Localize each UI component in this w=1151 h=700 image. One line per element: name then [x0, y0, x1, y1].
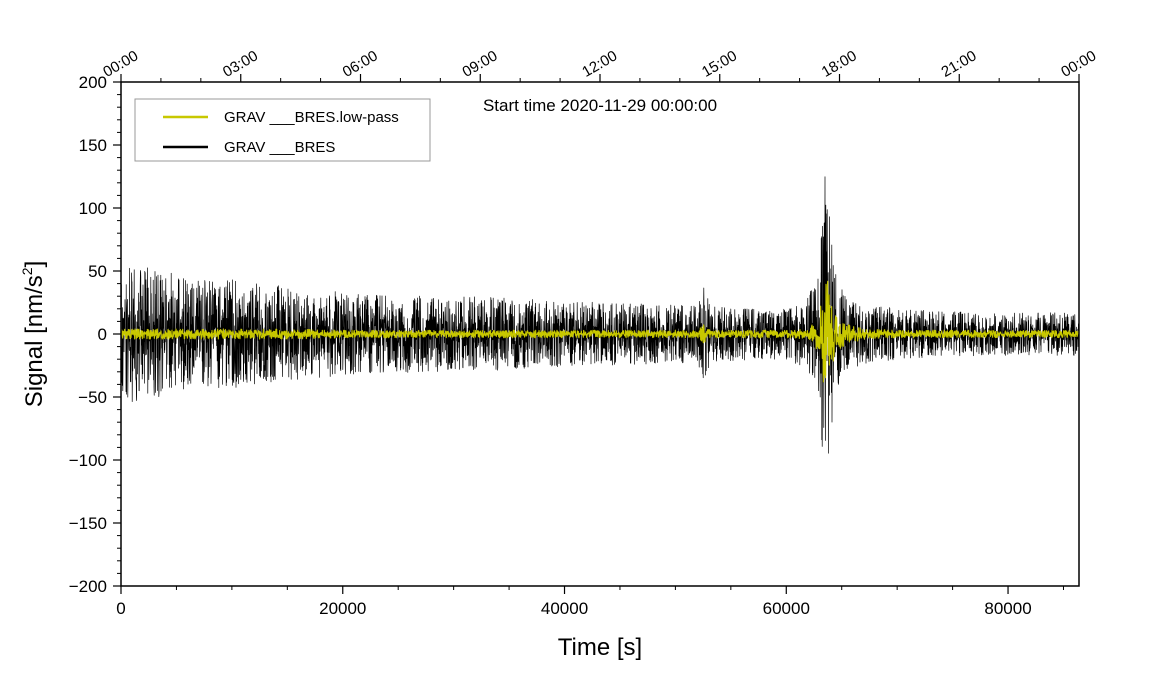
y-tick-label: −100	[69, 451, 107, 470]
x-axis-ticks: 0 20000 40000 60000 80000	[116, 586, 1064, 618]
x-tick-label: 20000	[319, 599, 366, 618]
legend-label-raw: GRAV ___BRES	[224, 139, 335, 156]
legend-label-low-pass: GRAV ___BRES.low-pass	[224, 109, 399, 126]
y-tick-label: 50	[88, 262, 107, 281]
y-tick-label: 100	[79, 199, 107, 218]
x-tick-label: 80000	[984, 599, 1031, 618]
y-axis-ticks: −200 −150 −100 −50 0 50 100 150 200	[69, 73, 121, 596]
x-tick-label: 0	[116, 599, 125, 618]
y-tick-label: −200	[69, 577, 107, 596]
y-tick-label: 200	[79, 73, 107, 92]
x-tick-label: 40000	[541, 599, 588, 618]
legend: GRAV ___BRES.low-pass GRAV ___BRES	[134, 98, 431, 162]
start-time-annotation: Start time 2020-11-29 00:00:00	[483, 96, 717, 115]
legend-box	[134, 98, 431, 162]
y-tick-label: −150	[69, 514, 107, 533]
y-axis-title-superscript: 2	[19, 267, 35, 275]
y-tick-label: −50	[78, 388, 107, 407]
y-tick-label: 0	[98, 325, 107, 344]
x-axis-title: Time [s]	[558, 634, 642, 661]
x-tick-label: 60000	[763, 599, 810, 618]
y-axis-title: Signal [nm/s2]	[19, 261, 48, 408]
series-line-grav-bres-low-pass	[121, 280, 1079, 383]
top-time-axis-ticks: 00:00 03:00 06:00 09:00 12:00 15:00 18:00 21:00…	[100, 47, 1099, 82]
y-tick-label: 150	[79, 136, 107, 155]
